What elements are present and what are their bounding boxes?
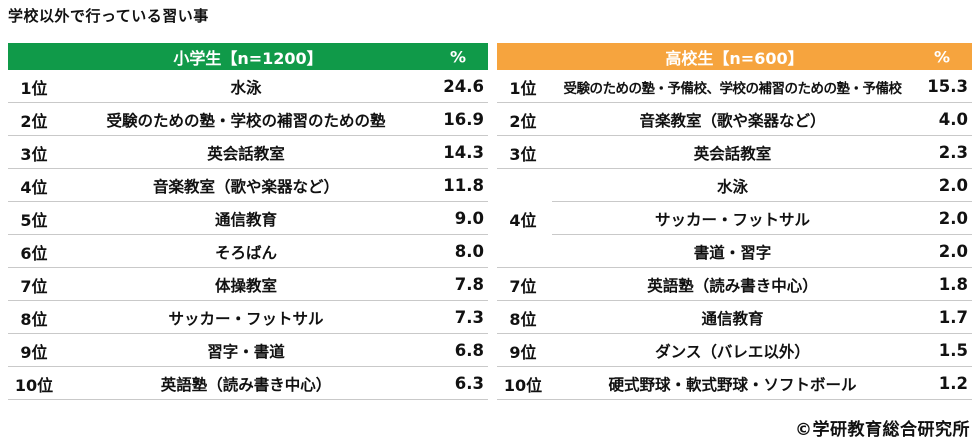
rank-cell: 3位 [509,144,537,164]
table-row: 水泳 2.0 [497,169,972,202]
value-cell: 7.8 [454,275,484,294]
activity-cell: 受験のための塾・予備校、学校の補習のための塾・予備校 [563,80,903,97]
table-row: 8位 通信教育 1.7 [497,301,972,334]
value-cell: 11.8 [443,176,484,195]
activity-cell: 英会話教室 [207,144,285,163]
table-row: 4位 サッカー・フットサル 2.0 [497,202,972,235]
activity-cell: そろばん [214,243,277,262]
table-row: 10位 英語塾（読み書き中心） 6.3 [8,367,488,400]
table-row: 4位 音楽教室（歌や楽器など） 11.8 [8,169,488,202]
page-title: 学校以外で行っている習い事 [8,7,209,25]
table-row: 9位 習字・書道 6.8 [8,334,488,367]
table-row: 7位 体操教室 7.8 [8,268,488,301]
table-row: 2位 音楽教室（歌や楽器など） 4.0 [497,103,972,136]
value-cell: 14.3 [443,143,484,162]
rank-cell: 5位 [20,210,48,230]
copyright-credit: ©学研教育総合研究所 [795,420,970,440]
tables-container: 小学生【n=1200】 % 1位 水泳 24.6 2位 受験のための塾・学校の補習のため… [8,43,972,400]
activity-cell: サッカー・フットサル [168,309,324,328]
activity-cell: 英語塾（読み書き中心） [160,375,332,394]
activity-cell: 通信教育 [214,210,277,229]
table-row: 7位 英語塾（読み書き中心） 1.8 [497,268,972,301]
rank-cell: 4位 [20,177,48,197]
highschool-table-header: 高校生【n=600】 % [497,43,972,70]
highschool-rows: 1位 受験のための塾・予備校、学校の補習のための塾・予備校 15.3 2位 音楽教室（歌… [497,70,972,400]
value-cell: 2.0 [938,209,968,228]
activity-cell: 受験のための塾・学校の補習のための塾 [106,111,386,130]
value-cell: 24.6 [443,77,484,96]
activity-cell: 体操教室 [214,276,277,295]
activity-cell: ダンス（バレエ以外） [655,342,810,361]
value-cell: 1.8 [938,275,968,294]
rank-cell: 7位 [509,276,537,296]
value-cell: 16.9 [443,110,484,129]
value-cell: 6.8 [454,341,484,360]
activity-cell: 音楽教室（歌や楽器など） [639,111,826,130]
rank-cell: 2位 [509,111,537,131]
value-cell: 7.3 [454,308,484,327]
table-row: 書道・習字 2.0 [497,235,972,268]
activity-cell: 通信教育 [701,309,764,328]
value-cell: 1.2 [938,374,968,393]
value-cell: 2.3 [938,143,968,162]
value-cell: 9.0 [454,209,484,228]
value-cell: 15.3 [927,77,968,96]
activity-cell: 習字・書道 [207,342,285,361]
value-cell: 1.5 [938,341,968,360]
rank-cell: 8位 [20,309,48,329]
elementary-table: 小学生【n=1200】 % 1位 水泳 24.6 2位 受験のための塾・学校の補習のため… [8,43,488,400]
rank-cell: 8位 [509,309,537,329]
table-row: 3位 英会話教室 2.3 [497,136,972,169]
rank-cell: 10位 [14,375,54,395]
rank-cell: 4位 [509,210,537,230]
elementary-header-label: 小学生【n=1200】 [173,48,323,68]
rank-cell: 6位 [20,243,48,263]
elementary-rows: 1位 水泳 24.6 2位 受験のための塾・学校の補習のための塾 16.9 3位 英会話教室 1… [8,70,488,400]
value-cell: 2.0 [938,242,968,261]
table-row: 6位 そろばん 8.0 [8,235,488,268]
activity-cell: 書道・習字 [693,243,772,262]
value-cell: 6.3 [454,374,484,393]
rank-cell: 7位 [20,276,48,296]
table-row: 1位 水泳 24.6 [8,70,488,103]
value-cell: 4.0 [938,110,968,129]
highschool-header-label: 高校生【n=600】 [665,48,804,68]
activity-cell: 英会話教室 [693,144,772,163]
activity-cell: 音楽教室（歌や楽器など） [152,177,339,196]
table-row: 9位 ダンス（バレエ以外） 1.5 [497,334,972,367]
activity-cell: 水泳 [230,78,262,97]
table-row: 3位 英会話教室 14.3 [8,136,488,169]
table-row: 2位 受験のための塾・学校の補習のための塾 16.9 [8,103,488,136]
value-cell: 1.7 [938,308,968,327]
highschool-percent-column-header: % [933,47,950,66]
table-row: 5位 通信教育 9.0 [8,202,488,235]
table-row: 8位 サッカー・フットサル 7.3 [8,301,488,334]
activity-cell: 水泳 [716,177,748,196]
table-row: 1位 受験のための塾・予備校、学校の補習のための塾・予備校 15.3 [497,70,972,103]
value-cell: 8.0 [454,242,484,261]
rank-cell: 2位 [20,111,48,131]
rank-cell: 9位 [20,342,48,362]
rank-cell: 10位 [503,375,543,395]
rank-cell: 3位 [20,144,48,164]
rank-cell: 1位 [20,78,48,98]
elementary-percent-column-header: % [449,47,466,66]
rank-cell: 1位 [509,78,537,98]
table-row: 10位 硬式野球・軟式野球・ソフトボール 1.2 [497,367,972,400]
activity-cell: 英語塾（読み書き中心） [647,276,818,295]
rank-cell: 9位 [509,342,537,362]
value-cell: 2.0 [938,176,968,195]
activity-cell: 硬式野球・軟式野球・ソフトボール [608,375,857,394]
elementary-table-header: 小学生【n=1200】 % [8,43,488,70]
activity-cell: サッカー・フットサル [654,210,810,229]
highschool-table: 高校生【n=600】 % 1位 受験のための塾・予備校、学校の補習のための塾・予備… [497,43,972,400]
